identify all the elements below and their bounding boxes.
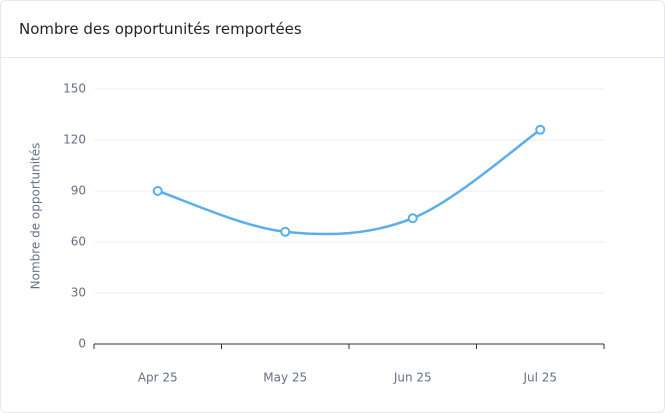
point [152,186,163,196]
x-tick-label: Jun 25 [393,371,432,385]
point [535,124,546,135]
card-title: Nombre des opportunités remportées [1,1,664,58]
series-line [157,128,541,236]
x-tick-label: Jul 25 [522,371,557,385]
x-tick-label: May 25 [263,371,307,385]
point [280,226,291,237]
y-tick-label: 90 [71,184,86,198]
point [407,213,418,224]
y-axis-label: Nombre de opportunités [29,143,43,290]
x-tick-label: Apr 25 [138,371,178,385]
y-tick-label: 150 [63,82,86,96]
y-tick-label: 120 [63,133,86,147]
y-tick-label: 0 [78,337,86,351]
y-tick-label: 30 [71,286,86,300]
y-tick-label: 60 [71,235,86,249]
